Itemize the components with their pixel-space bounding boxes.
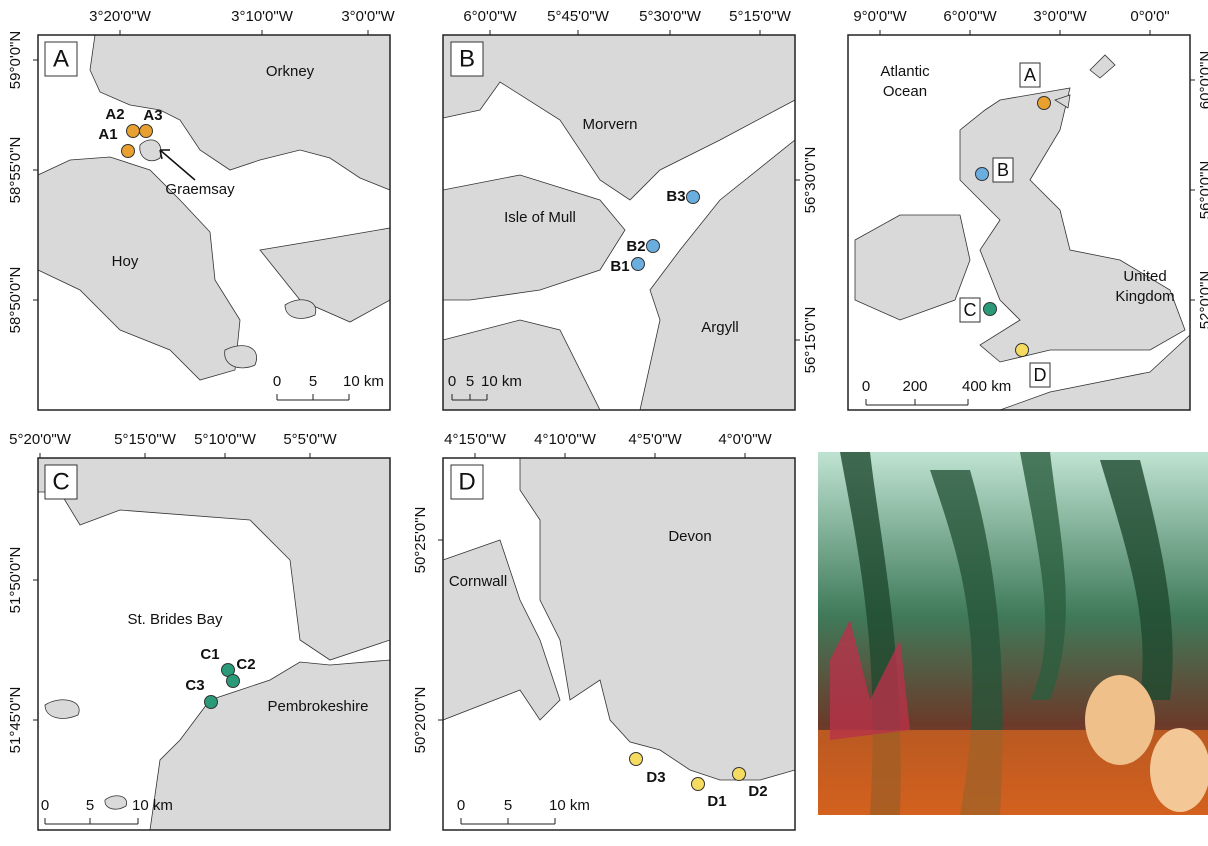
scale-label: 5 — [504, 797, 512, 814]
longitude-label: 6°0'0"W — [463, 8, 517, 25]
place-label: United — [1123, 268, 1166, 285]
scale-label: 0 — [457, 797, 465, 814]
latitude-label: 56°15'0"N — [802, 307, 819, 374]
site-label: B2 — [626, 238, 645, 255]
panel-letter: A — [53, 45, 69, 72]
scale-label: 10 km — [132, 797, 173, 814]
site — [733, 768, 746, 781]
site — [984, 303, 997, 316]
scale-label: 400 km — [962, 378, 1011, 395]
longitude-label: 4°15'0"W — [444, 431, 507, 448]
site-label: D3 — [646, 769, 665, 786]
scale-label: 10 km — [481, 373, 522, 390]
site — [632, 258, 645, 271]
site-label: C3 — [185, 677, 204, 694]
longitude-label: 0°0'0" — [1130, 8, 1169, 25]
latitude-label: 50°20'0"N — [412, 687, 429, 754]
latitude-label: 58°55'0"N — [7, 137, 24, 204]
longitude-label: 4°10'0"W — [534, 431, 597, 448]
latitude-label: 56°30'0"N — [802, 147, 819, 214]
site — [1016, 344, 1029, 357]
site-label: A — [1024, 65, 1036, 85]
place-label: Cornwall — [449, 573, 507, 590]
place-label: Kingdom — [1115, 288, 1174, 305]
site-label: C2 — [236, 656, 255, 673]
site — [227, 675, 240, 688]
longitude-label: 6°0'0"W — [943, 8, 997, 25]
place-label: Ocean — [883, 83, 927, 100]
longitude-label: 9°0'0"W — [853, 8, 907, 25]
place-label: St. Brides Bay — [127, 611, 223, 628]
site-label: D1 — [707, 793, 726, 810]
scale-label: 0 — [273, 373, 281, 390]
scale-label: 0 — [41, 797, 49, 814]
place-label: Graemsay — [165, 181, 235, 198]
site-label: A2 — [105, 106, 124, 123]
scale-label: 200 — [902, 378, 927, 395]
figure: 3°20'0"W 3°10'0"W 3°0'0"W 59°0'0"N 58°55'0"N… — [0, 0, 1208, 841]
place-label: Hoy — [112, 253, 139, 270]
site — [1038, 97, 1051, 110]
site — [630, 753, 643, 766]
longitude-label: 5°15'0"W — [729, 8, 792, 25]
site-label: C — [964, 300, 977, 320]
longitude-label: 3°0'0"W — [1033, 8, 1087, 25]
latitude-label: 51°50'0"N — [7, 547, 24, 614]
site-label: B3 — [666, 188, 685, 205]
scale-label: 10 km — [549, 797, 590, 814]
longitude-label: 5°30'0"W — [639, 8, 702, 25]
panel-letter: C — [52, 468, 69, 495]
site — [647, 240, 660, 253]
place-label: Pembrokeshire — [268, 698, 369, 715]
site — [976, 168, 989, 181]
longitude-label: 5°5'0"W — [283, 431, 337, 448]
photo — [818, 452, 1208, 815]
place-label: Orkney — [266, 63, 315, 80]
site — [687, 191, 700, 204]
site-label: B — [997, 160, 1009, 180]
scale-label: 5 — [86, 797, 94, 814]
longitude-label: 3°10'0"W — [231, 8, 294, 25]
place-label: Isle of Mull — [504, 209, 576, 226]
longitude-label: 5°10'0"W — [194, 431, 257, 448]
site — [122, 145, 135, 158]
place-label: Atlantic — [880, 63, 930, 80]
longitude-label: 3°20'0"W — [89, 8, 152, 25]
land — [105, 796, 127, 809]
site — [140, 125, 153, 138]
scale-label: 10 km — [343, 373, 384, 390]
scale-label: 0 — [448, 373, 456, 390]
longitude-label: 4°0'0"W — [718, 431, 772, 448]
site-label: D — [1034, 365, 1047, 385]
longitude-label: 5°15'0"W — [114, 431, 177, 448]
site — [127, 125, 140, 138]
site-label: A3 — [143, 107, 162, 124]
longitude-label: 4°5'0"W — [628, 431, 682, 448]
site — [692, 778, 705, 791]
panel-letter: B — [459, 45, 475, 72]
longitude-label: 5°45'0"W — [547, 8, 610, 25]
longitude-label: 3°0'0"W — [341, 8, 395, 25]
scale-label: 5 — [309, 373, 317, 390]
latitude-label: 51°45'0"N — [7, 687, 24, 754]
site-label: C1 — [200, 646, 219, 663]
place-label: Morvern — [582, 116, 637, 133]
site-label: B1 — [610, 258, 629, 275]
panel-letter: D — [458, 468, 475, 495]
latitude-label: 52°0'0"N — [1197, 271, 1208, 329]
place-label: Argyll — [701, 319, 739, 336]
latitude-label: 59°0'0"N — [7, 31, 24, 89]
scale-label: 0 — [862, 378, 870, 395]
latitude-label: 58°50'0"N — [7, 267, 24, 334]
longitude-label: 5°20'0"W — [9, 431, 72, 448]
site-label: D2 — [748, 783, 767, 800]
site-label: A1 — [98, 126, 117, 143]
scale-label: 5 — [466, 373, 474, 390]
site — [205, 696, 218, 709]
place-label: Devon — [668, 528, 711, 545]
latitude-label: 50°25'0"N — [412, 507, 429, 574]
latitude-label: 60°0'0"N — [1197, 51, 1208, 109]
latitude-label: 56°0'0"N — [1197, 161, 1208, 219]
land — [285, 300, 316, 319]
